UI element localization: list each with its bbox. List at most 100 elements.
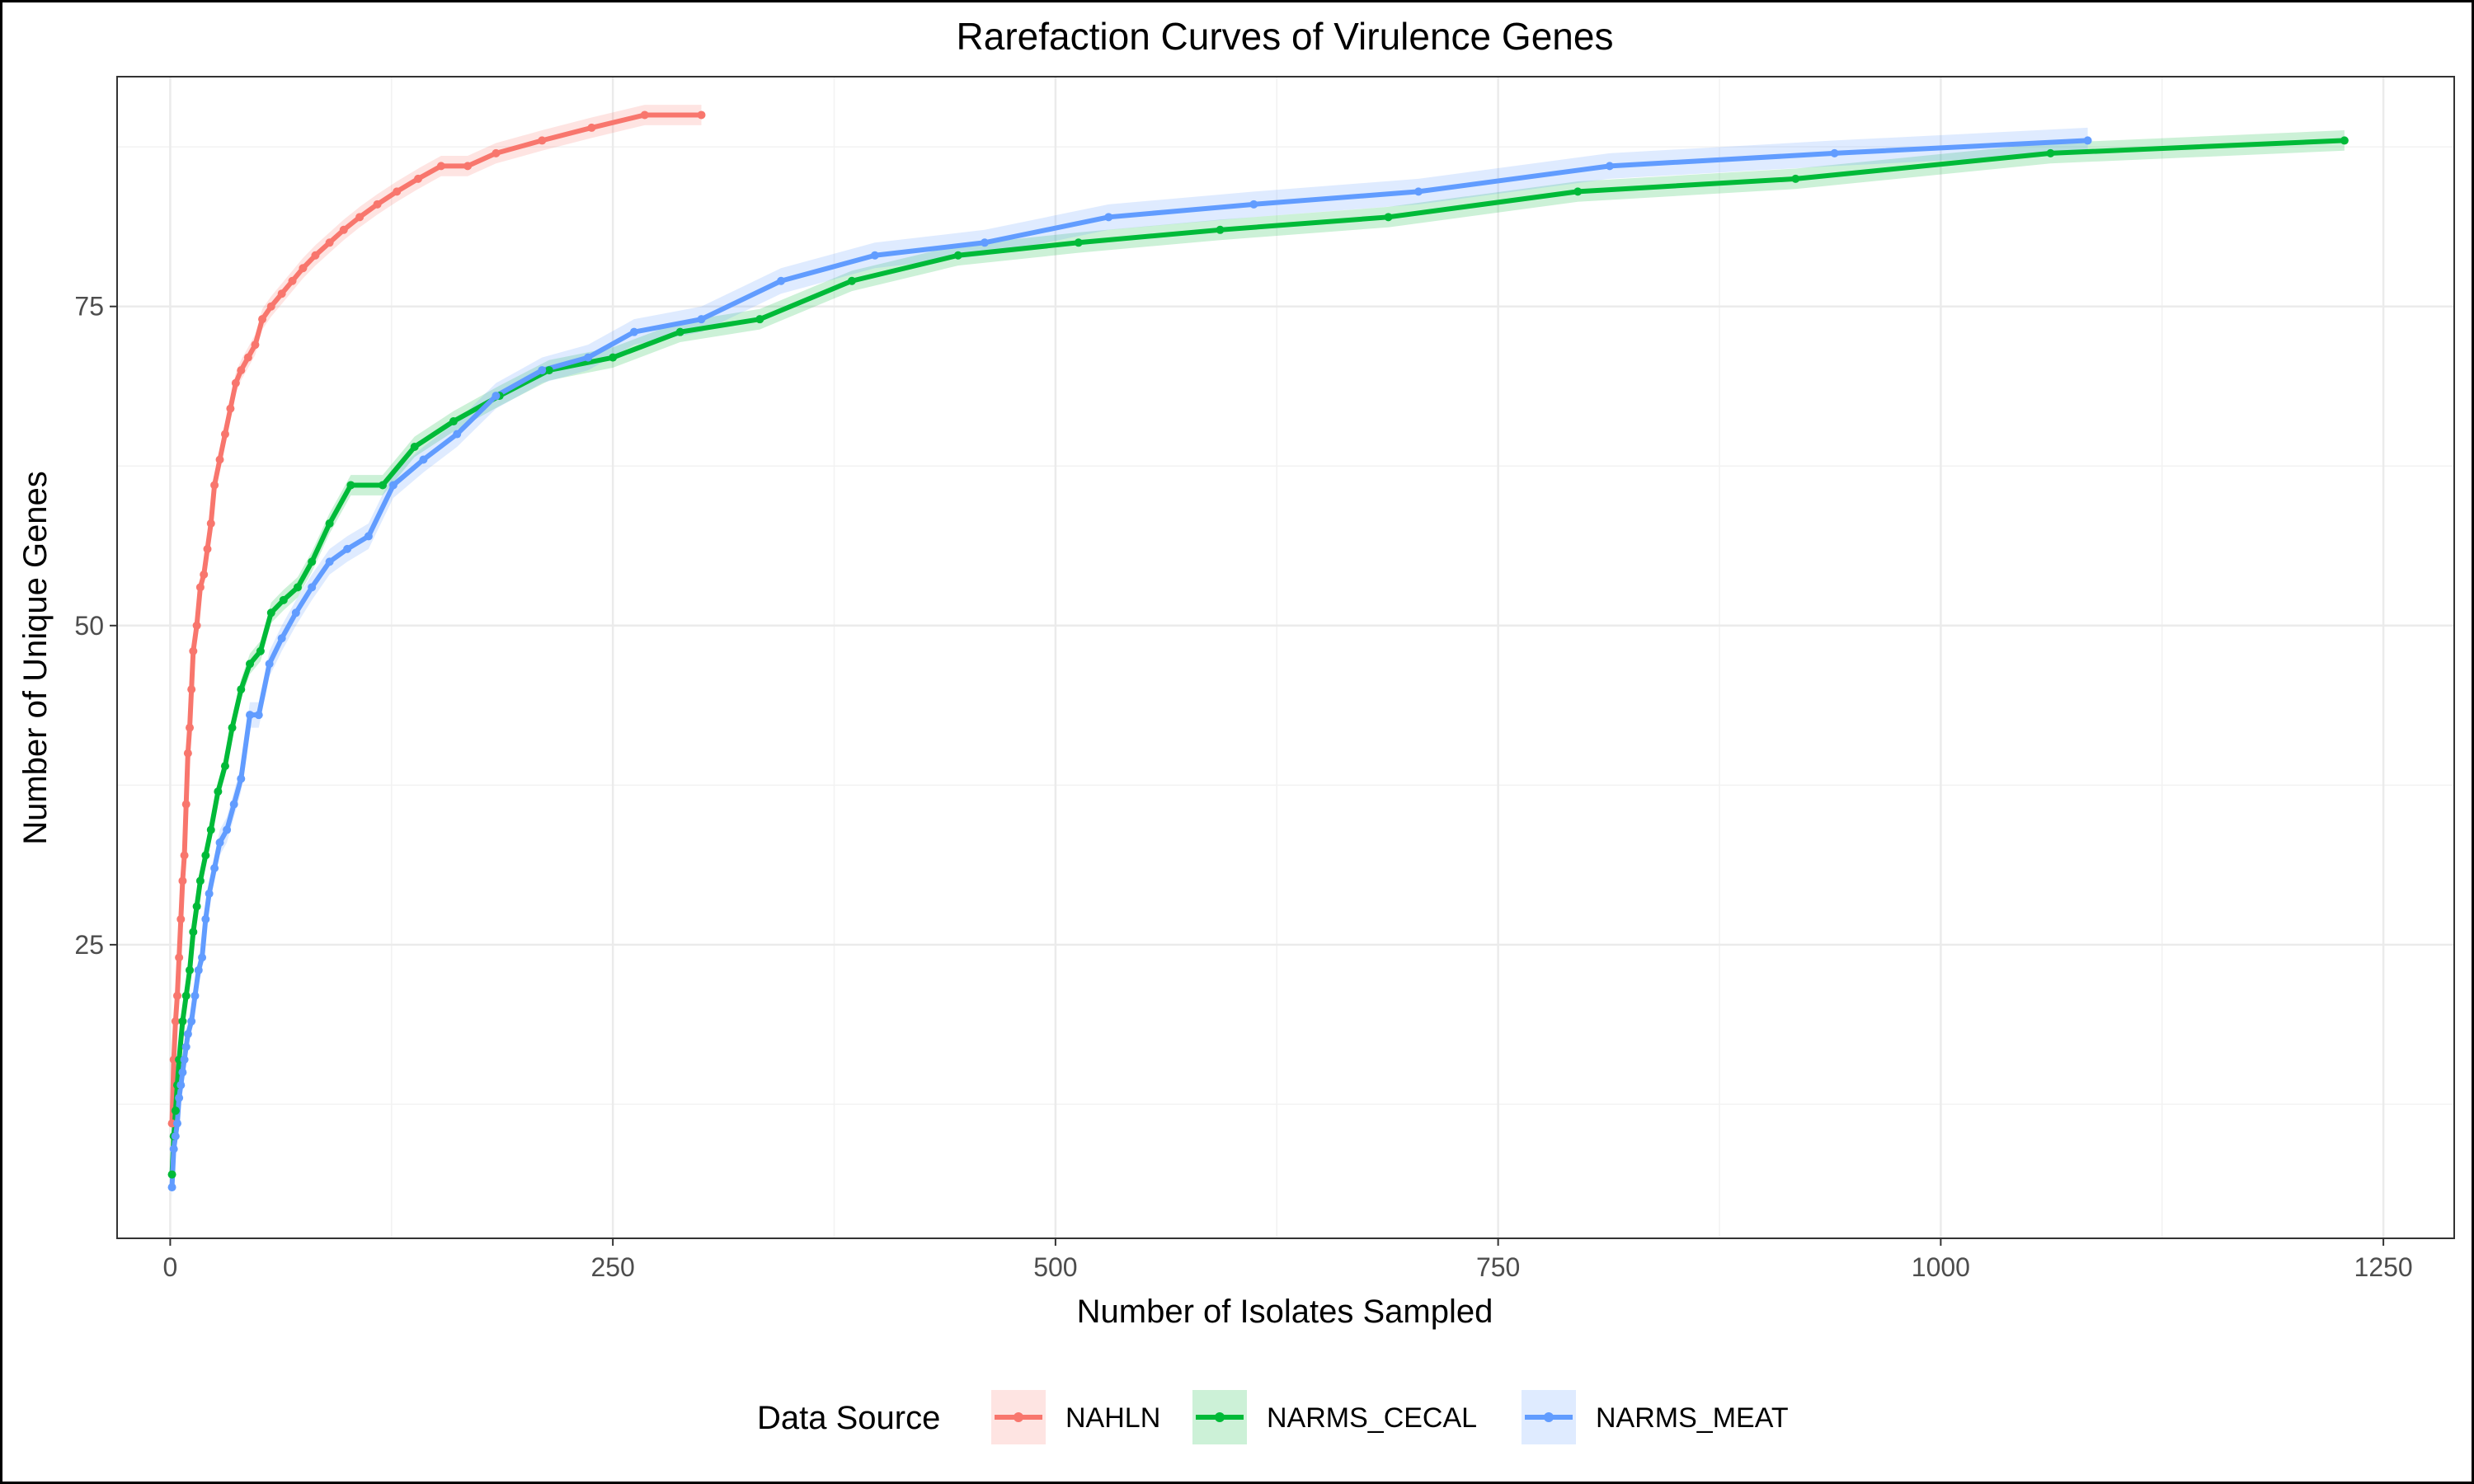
point-nahln — [640, 110, 649, 120]
point-nahln — [355, 213, 365, 222]
y-tick-label: 50 — [74, 611, 104, 641]
point-narms-meat — [277, 634, 286, 643]
point-nahln — [176, 914, 186, 923]
point-nahln — [203, 544, 212, 553]
point-nahln — [215, 455, 224, 464]
point-narms-cecal — [293, 583, 302, 592]
point-nahln — [172, 991, 181, 1000]
legend-item-narms-meat: NARMS_MEAT — [1522, 1390, 1789, 1444]
line-narms-meat — [169, 138, 2091, 1190]
x-tick-label: 750 — [1476, 1252, 1520, 1282]
y-tick-label: 75 — [74, 292, 104, 322]
point-nahln — [413, 174, 422, 183]
point-narms-cecal — [279, 595, 288, 604]
point-narms-cecal — [178, 1017, 187, 1026]
series-lines — [169, 112, 2347, 1190]
point-narms-cecal — [237, 685, 246, 694]
point-narms-meat — [194, 965, 203, 974]
point-nahln — [277, 289, 286, 298]
point-narms-cecal — [1384, 213, 1393, 222]
point-narms-cecal — [189, 928, 198, 937]
point-nahln — [587, 123, 596, 132]
point-narms-meat — [215, 838, 224, 848]
point-narms-meat — [172, 1119, 181, 1128]
point-narms-meat — [265, 660, 274, 669]
chart-title: Rarefaction Curves of Virulence Genes — [957, 15, 1614, 58]
point-nahln — [436, 162, 445, 171]
x-tick-label: 1000 — [1912, 1252, 1970, 1282]
point-nahln — [266, 302, 275, 311]
point-narms-meat — [697, 315, 706, 324]
point-narms-cecal — [346, 481, 355, 490]
point-narms-cecal — [1074, 238, 1083, 247]
legend: Data Source NAHLN NARMS_CECAL NARMS_MEAT — [757, 1390, 1789, 1444]
point-nahln — [175, 953, 184, 962]
point-narms-cecal — [2046, 148, 2055, 157]
point-narms-meat — [201, 914, 210, 923]
point-narms-meat — [777, 276, 786, 285]
point-narms-meat — [237, 774, 246, 783]
point-narms-meat — [1830, 148, 1839, 157]
point-narms-cecal — [847, 276, 856, 285]
point-nahln — [697, 110, 706, 120]
point-narms-meat — [169, 1144, 178, 1153]
x-tick-label: 1250 — [2354, 1252, 2413, 1282]
point-narms-meat — [419, 455, 428, 464]
point-nahln — [258, 315, 267, 324]
point-narms-meat — [175, 1093, 184, 1102]
plot-panel-border — [116, 76, 2455, 1239]
point-narms-cecal — [181, 991, 190, 1000]
legend-item-nahln: NAHLN — [991, 1390, 1160, 1444]
point-narms-meat — [1104, 213, 1113, 222]
point-narms-cecal — [675, 327, 684, 336]
point-nahln — [200, 570, 209, 579]
point-narms-cecal — [195, 876, 205, 885]
point-nahln — [231, 378, 240, 387]
point-narms-cecal — [206, 825, 215, 834]
point-narms-cecal — [228, 723, 237, 732]
point-nahln — [181, 800, 190, 809]
point-narms-meat — [198, 953, 207, 962]
point-narms-cecal — [201, 851, 210, 860]
ribbon-nahln — [172, 105, 702, 1134]
point-narms-meat — [183, 1030, 192, 1039]
point-narms-meat — [291, 608, 300, 618]
x-tick-label: 500 — [1033, 1252, 1077, 1282]
point-narms-meat — [246, 711, 255, 720]
point-narms-cecal — [256, 646, 265, 655]
point-nahln — [299, 264, 308, 273]
point-narms-meat — [176, 1081, 186, 1090]
point-narms-meat — [190, 991, 200, 1000]
point-nahln — [538, 136, 547, 145]
legend-label-nahln: NAHLN — [1065, 1402, 1160, 1434]
point-nahln — [192, 621, 201, 630]
grid-lines — [117, 77, 2454, 1238]
x-axis-label: Number of Isolates Sampled — [1077, 1294, 1493, 1330]
y-tick-label: 25 — [74, 930, 104, 960]
point-nahln — [220, 430, 229, 439]
x-axis-ticks: 0 250 500 750 1000 1250 — [163, 1238, 2413, 1282]
legend-key-point-narms-meat — [1544, 1412, 1554, 1422]
point-narms-meat — [229, 800, 238, 809]
point-narms-cecal — [186, 965, 195, 974]
confidence-ribbons — [172, 105, 2345, 1200]
series-points — [167, 110, 2349, 1192]
point-narms-meat — [187, 1017, 196, 1026]
line-nahln — [169, 112, 704, 1126]
legend-label-narms-meat: NARMS_MEAT — [1596, 1402, 1789, 1434]
point-nahln — [393, 187, 402, 196]
point-narms-cecal — [266, 608, 275, 618]
point-narms-meat — [325, 557, 334, 566]
point-nahln — [339, 225, 348, 234]
ribbon-narms-cecal — [172, 130, 2345, 1185]
legend-title: Data Source — [757, 1400, 940, 1436]
point-narms-meat — [584, 353, 593, 362]
point-narms-cecal — [214, 787, 223, 796]
point-narms-meat — [981, 238, 990, 247]
point-narms-cecal — [544, 366, 553, 375]
point-narms-meat — [167, 1183, 176, 1192]
point-nahln — [492, 148, 501, 157]
point-narms-cecal — [167, 1170, 176, 1179]
legend-key-point-nahln — [1014, 1412, 1023, 1422]
